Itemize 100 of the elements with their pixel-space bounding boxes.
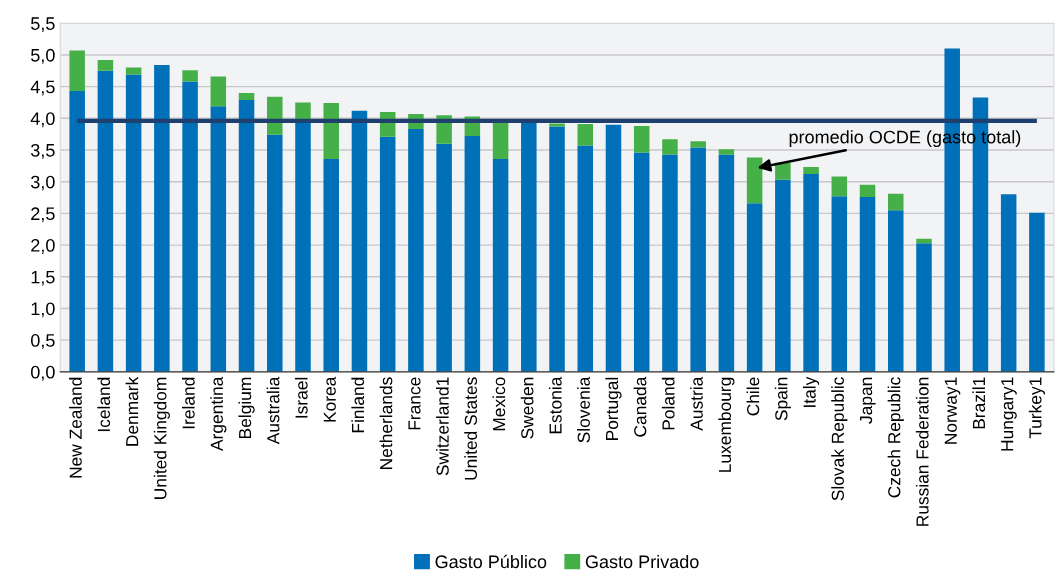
x-tick-label: Korea — [323, 376, 336, 422]
x-tick-label: Slovenia — [577, 376, 590, 443]
x-tick-label: Austria — [690, 376, 703, 431]
x-tick-label: Israel — [294, 377, 308, 418]
bar — [154, 65, 170, 372]
bar — [125, 74, 142, 372]
bar — [238, 99, 255, 372]
bar — [888, 210, 904, 372]
x-tick-label: Portugal — [605, 377, 622, 440]
x-tick-label: Argentina — [210, 376, 227, 451]
bar — [916, 243, 932, 372]
bar — [577, 145, 594, 372]
x-tick-label: Denmark — [125, 376, 139, 446]
x-tick-label: Australia — [266, 376, 280, 445]
bar — [436, 143, 452, 372]
bar — [662, 154, 678, 372]
bar — [577, 124, 594, 146]
bar — [464, 136, 481, 372]
bar — [379, 136, 396, 372]
x-tick-label: Iceland — [97, 377, 111, 432]
y-tick-label: 2,0 — [31, 239, 55, 254]
x-tick-label: United States — [464, 377, 478, 480]
x-tick-label: Norway1 — [944, 377, 961, 444]
y-tick-label: 5,0 — [31, 48, 55, 64]
bar — [408, 129, 424, 372]
x-tick-label: Czech Republic — [887, 377, 904, 498]
x-tick-label: Slovak Republic — [831, 377, 848, 501]
bar — [718, 154, 735, 372]
bar — [323, 103, 339, 159]
bar — [238, 92, 255, 100]
x-tick-label: Belgium — [238, 377, 255, 438]
bar — [888, 193, 904, 211]
x-tick-label: Chile — [746, 377, 760, 416]
bar — [125, 67, 142, 75]
bar — [182, 70, 198, 82]
x-tick-label: Estonia — [548, 376, 562, 434]
bar — [295, 102, 311, 121]
bar — [831, 196, 848, 372]
bar — [662, 139, 678, 155]
x-tick-label: Spain — [774, 377, 791, 421]
bar — [97, 70, 114, 372]
x-tick-label: New Zealand — [69, 377, 82, 478]
bar — [182, 81, 198, 372]
bar — [690, 147, 706, 372]
bar — [97, 60, 114, 71]
x-tick-label: France — [408, 377, 421, 430]
bar — [210, 76, 227, 107]
y-tick-label: 4,0 — [30, 112, 55, 128]
bar — [521, 120, 537, 372]
x-tick-label: United Kingdom — [153, 377, 170, 499]
bar — [859, 196, 876, 372]
x-tick-label: Russian Federation — [915, 377, 929, 526]
bar — [549, 126, 565, 372]
y-tick-label: 1,5 — [31, 270, 55, 286]
y-tick-label: 3,5 — [30, 143, 55, 159]
x-tick-label: Mexico — [492, 377, 506, 431]
bar — [295, 120, 311, 372]
x-tick-label: Hungary1 — [1001, 377, 1017, 451]
x-tick-label: Ireland — [182, 377, 195, 429]
bar — [775, 179, 791, 372]
bar — [492, 158, 509, 372]
x-tick-label: Turkey1 — [1028, 377, 1045, 439]
x-tick-label: Italy — [802, 376, 820, 407]
bar — [351, 110, 368, 372]
bar — [746, 203, 763, 372]
legend-label: Gasto Privado — [585, 554, 699, 569]
y-tick-label: 0,5 — [31, 334, 55, 349]
bar — [690, 141, 706, 148]
x-tick-label: Sweden — [520, 377, 534, 439]
y-tick-label: 1,0 — [31, 302, 55, 318]
bar — [1000, 194, 1017, 372]
x-tick-label: Finland — [351, 377, 365, 433]
bar — [803, 174, 819, 372]
x-tick-label: Canada — [633, 376, 647, 437]
bar — [69, 50, 85, 92]
bar — [267, 134, 283, 372]
bar — [210, 106, 227, 372]
y-tick-label: 4,5 — [30, 80, 55, 96]
y-tick-label: 3,0 — [30, 175, 55, 191]
bar — [859, 184, 876, 197]
x-tick-label: Brazil1 — [972, 377, 986, 429]
bar — [323, 158, 339, 372]
bar — [492, 120, 509, 159]
bar — [69, 91, 85, 372]
x-tick-label: Netherlands — [379, 377, 393, 469]
bar — [633, 152, 650, 372]
bar — [746, 157, 763, 204]
x-tick-label: Switzerland1 — [436, 377, 449, 476]
bar — [633, 125, 650, 153]
bar — [549, 123, 565, 127]
bar — [803, 167, 819, 175]
y-tick-label: 0,0 — [31, 365, 55, 381]
legend-label: Gasto Público — [435, 554, 547, 569]
y-tick-label: 2,5 — [31, 207, 55, 223]
x-tick-label: Japan — [860, 377, 876, 424]
bar — [831, 176, 848, 197]
x-tick-label: Poland — [661, 377, 675, 430]
bar — [916, 238, 932, 244]
bar — [1029, 212, 1045, 372]
bar — [718, 149, 735, 155]
